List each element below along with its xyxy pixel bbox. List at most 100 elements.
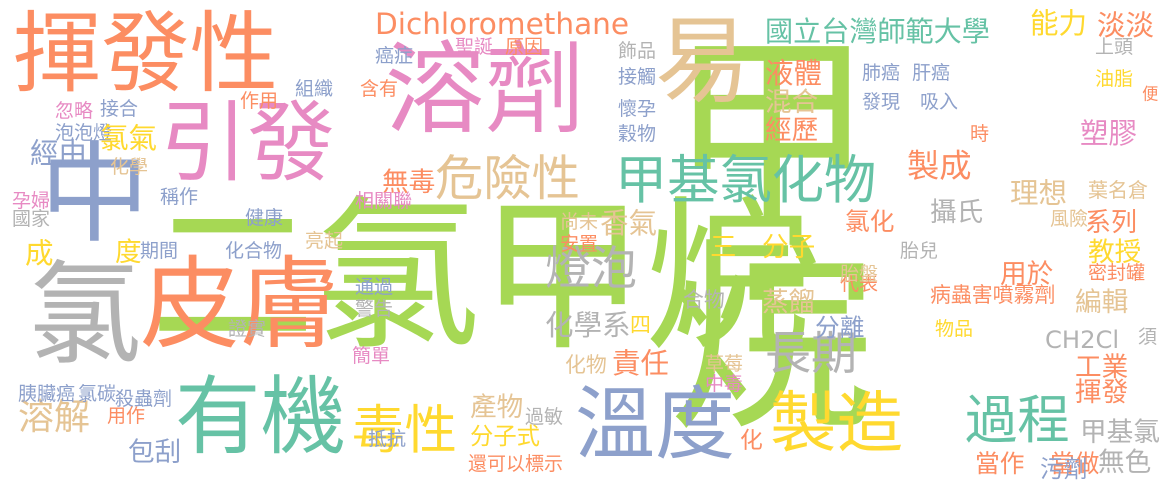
cloud-word: 化合物 bbox=[225, 240, 283, 262]
cloud-word: 健康 bbox=[245, 207, 284, 229]
cloud-word: 葉名倉 bbox=[1088, 178, 1148, 202]
cloud-word: 吸入 bbox=[920, 91, 959, 113]
cloud-word: 理想 bbox=[1010, 177, 1068, 210]
cloud-word: 混合 bbox=[765, 87, 819, 118]
cloud-word: 相關聯 bbox=[355, 190, 413, 212]
cloud-word: 溶劑 bbox=[385, 31, 585, 148]
cloud-word: 氯氣 bbox=[100, 122, 158, 155]
cloud-word: 揮發性 bbox=[13, 2, 278, 105]
cloud-word: 警告 bbox=[355, 298, 394, 320]
cloud-word: 甲基氯 bbox=[1080, 417, 1160, 448]
cloud-word: 能力 bbox=[1030, 7, 1088, 40]
cloud-word: 氯化 bbox=[845, 207, 895, 236]
cloud-word: 長期 bbox=[765, 326, 857, 380]
cloud-word: 泡泡燈 bbox=[55, 122, 113, 144]
cloud-word: 香氣 bbox=[600, 207, 658, 240]
cloud-word: 溫度 bbox=[575, 378, 735, 471]
cloud-word: 蒸餾 bbox=[762, 287, 816, 318]
cloud-word: 簡單 bbox=[352, 345, 391, 367]
cloud-word: 飾品 bbox=[618, 40, 657, 62]
cloud-word: 化學系 bbox=[545, 309, 631, 342]
cloud-word: 過程 bbox=[965, 391, 1070, 451]
cloud-word: 時 bbox=[970, 123, 990, 145]
cloud-word: 期間 bbox=[140, 240, 179, 262]
cloud-word: 肺癌 bbox=[862, 62, 901, 84]
cloud-word: 草莓 bbox=[705, 353, 744, 375]
cloud-word: 度 bbox=[115, 237, 142, 268]
cloud-word: 甲基氯化物 bbox=[615, 151, 877, 211]
cloud-word: 殺蟲劑 bbox=[115, 388, 173, 410]
cloud-word: 病蟲害噴霧劑 bbox=[930, 283, 1056, 307]
cloud-word: 系列 bbox=[1085, 208, 1138, 238]
cloud-word: 物品 bbox=[935, 318, 974, 340]
cloud-word: 合物 bbox=[683, 288, 725, 312]
cloud-word: 分離 bbox=[815, 313, 865, 342]
cloud-word: 密封罐 bbox=[1088, 262, 1146, 284]
cloud-word: 亮起 bbox=[305, 230, 344, 252]
cloud-word: 揮發 bbox=[1075, 377, 1129, 408]
cloud-word: 油脂 bbox=[1095, 68, 1134, 90]
cloud-word: 經由 bbox=[30, 137, 88, 170]
cloud-word: 分子式 bbox=[470, 422, 540, 450]
cloud-word: 通過 bbox=[355, 276, 394, 298]
cloud-word: 用作 bbox=[107, 405, 146, 427]
cloud-word: 燈泡 bbox=[545, 241, 637, 295]
cloud-word: 中毒 bbox=[705, 373, 744, 395]
cloud-word: 甲烷 bbox=[634, 25, 872, 435]
cloud-word: Dichloromethane bbox=[375, 7, 630, 41]
cloud-word: 皮膚 bbox=[140, 246, 340, 363]
cloud-word: 國立台灣師範大學 bbox=[765, 15, 990, 48]
cloud-word: 孕婦 bbox=[12, 190, 51, 212]
cloud-word: 組織 bbox=[295, 78, 334, 100]
cloud-word: 穀物 bbox=[618, 123, 657, 145]
cloud-word: 稱作 bbox=[160, 186, 199, 208]
cloud-word: 危險性 bbox=[435, 151, 580, 207]
cloud-word: 分子 bbox=[762, 232, 816, 263]
cloud-word: 有機 bbox=[175, 368, 346, 467]
cloud-word: 責任 bbox=[612, 347, 670, 380]
cloud-word: 風險 bbox=[1050, 208, 1089, 230]
cloud-word: 含有 bbox=[360, 78, 399, 100]
cloud-word: 抵抗 bbox=[368, 428, 407, 450]
cloud-word: 當做 bbox=[1050, 449, 1100, 478]
cloud-word: 還可以 bbox=[468, 453, 526, 475]
cloud-word: 尚未 bbox=[560, 211, 599, 233]
cloud-word: 溶解 bbox=[18, 397, 91, 438]
cloud-word: 化物 bbox=[565, 353, 607, 377]
cloud-word: 忽略 bbox=[55, 100, 94, 122]
cloud-word: 攝氏 bbox=[930, 197, 984, 228]
cloud-word: 聖誕 bbox=[455, 36, 494, 58]
cloud-word: 肝癌 bbox=[912, 62, 951, 84]
cloud-word: 用於 bbox=[1000, 259, 1054, 290]
cloud-word: 標示 bbox=[525, 453, 564, 475]
cloud-word: 懷孕 bbox=[618, 98, 657, 120]
cloud-word: 液體 bbox=[765, 57, 823, 90]
cloud-word: 便 bbox=[1139, 85, 1159, 102]
cloud-word: 成 bbox=[25, 237, 54, 270]
cloud-word: 接觸 bbox=[618, 66, 657, 88]
cloud-word: 胎盤 bbox=[840, 263, 879, 285]
cloud-word: 產物 bbox=[470, 392, 524, 423]
cloud-word: 無色 bbox=[1098, 447, 1152, 478]
cloud-word: 安置 bbox=[560, 233, 599, 255]
cloud-word: 二氯甲烷 bbox=[150, 181, 810, 373]
cloud-word: 癌症 bbox=[375, 45, 414, 67]
cloud-word: 上頭 bbox=[1095, 36, 1134, 58]
cloud-word: 胎兒 bbox=[900, 240, 939, 262]
cloud-word: 包刮 bbox=[128, 437, 182, 468]
cloud-word: 原因 bbox=[505, 36, 544, 58]
cloud-word: 胰臟癌 bbox=[18, 383, 76, 405]
cloud-word: 國家 bbox=[12, 208, 51, 230]
cloud-word: 引發 bbox=[160, 92, 336, 194]
cloud-word: 化學 bbox=[110, 156, 149, 178]
cloud-word: 四 bbox=[630, 313, 651, 337]
cloud-word: 三 bbox=[710, 232, 737, 263]
cloud-word: 工業 bbox=[1075, 352, 1129, 383]
cloud-word: 塑膠 bbox=[1080, 117, 1138, 150]
cloud-word: 易 bbox=[655, 7, 751, 117]
cloud-word: 化 bbox=[740, 428, 763, 454]
cloud-word: 經歷 bbox=[765, 115, 819, 146]
cloud-word: 編輯 bbox=[1075, 287, 1129, 318]
cloud-word: 氯 bbox=[9, 255, 141, 368]
